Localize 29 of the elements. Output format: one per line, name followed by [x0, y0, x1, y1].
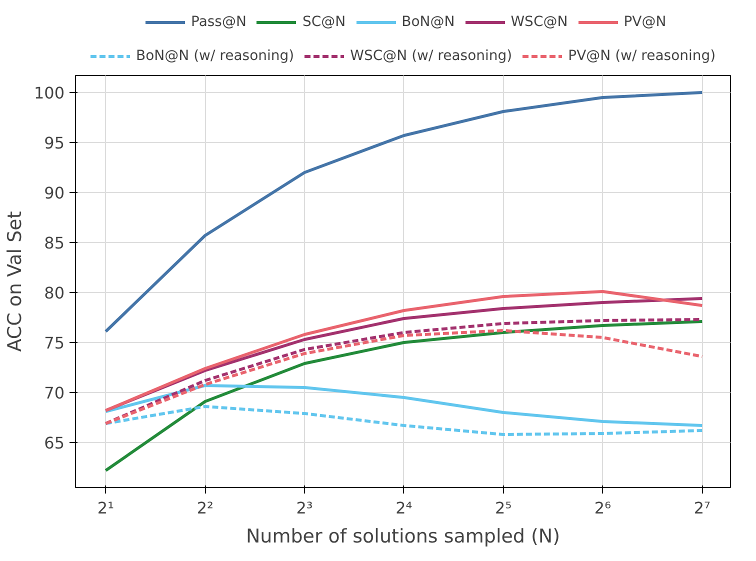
x-tick-label: 2⁴ — [396, 498, 412, 518]
y-tick-label: 75 — [44, 334, 64, 352]
x-tick-label: 2⁷ — [694, 498, 710, 518]
y-tick-label: 65 — [44, 434, 64, 452]
legend-label: WSC@N (w/ reasoning) — [350, 48, 512, 64]
line-series — [104, 405, 704, 436]
legend-label: Pass@N — [191, 14, 246, 30]
legend-label: PV@N (w/ reasoning) — [568, 48, 716, 64]
x-tick-label: 2⁵ — [495, 498, 512, 518]
y-tick-label: 85 — [44, 234, 64, 252]
y-tick-label: 100 — [34, 84, 65, 102]
y-tick-label: 90 — [44, 184, 64, 202]
y-axis-title: ACC on Val Set — [4, 211, 26, 352]
x-axis-title: Number of solutions sampled (N) — [246, 526, 560, 548]
legend-label: WSC@N — [510, 14, 568, 30]
y-tick-label: 70 — [44, 384, 64, 402]
y-tick-label: 95 — [44, 134, 64, 152]
x-tick-label: 2¹ — [97, 498, 114, 518]
legend-label: SC@N — [302, 14, 346, 30]
legend-label: PV@N — [624, 14, 666, 30]
legend-label: BoN@N — [402, 14, 455, 30]
line-series — [104, 320, 704, 472]
legend-label: BoN@N (w/ reasoning) — [136, 48, 294, 64]
x-tick-label: 2⁶ — [594, 498, 612, 518]
line-series — [104, 91, 704, 333]
line-series — [104, 384, 704, 427]
x-tick-label: 2³ — [296, 498, 313, 518]
x-tick-label: 2² — [196, 498, 214, 518]
y-tick-label: 80 — [44, 284, 64, 302]
